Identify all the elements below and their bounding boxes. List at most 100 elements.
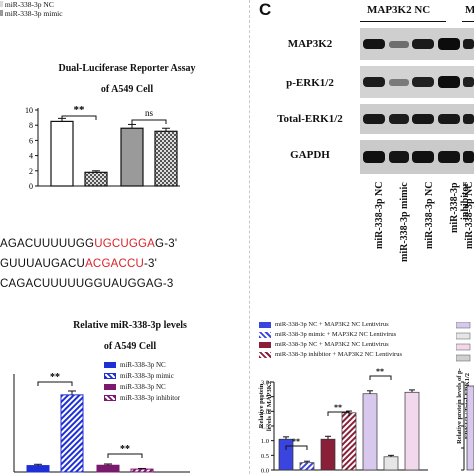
mir-title-2: of A549 Cell bbox=[103, 341, 157, 352]
mir-chart: ** ** bbox=[13, 372, 190, 473]
bar bbox=[96, 464, 120, 473]
bar bbox=[154, 130, 178, 187]
blot-band bbox=[363, 39, 385, 49]
blot-band bbox=[389, 41, 409, 48]
protein-legend-cut bbox=[456, 322, 471, 362]
bar bbox=[320, 438, 336, 471]
y-tick-label: 2.5 bbox=[261, 394, 269, 401]
sequence-part: -3' bbox=[143, 258, 157, 270]
protein-legend-item: miR-338-3p mimic + MAP3K2 NC Lentivirus bbox=[259, 330, 402, 340]
y-tick-label: 0.0 bbox=[261, 468, 269, 474]
protein-chart: 0.0 0.5 1.0 1.5 2.0 2.5 3.0 ** ** ** bbox=[261, 367, 474, 474]
mir-legend: miR-338-3p NC miR-338-3p mimic miR-338-3… bbox=[104, 360, 180, 404]
y-tick-label: 2.0 bbox=[261, 409, 269, 416]
legend-swatch bbox=[259, 331, 271, 338]
mir-legend-item: miR-338-3p NC bbox=[104, 382, 180, 393]
luciferase-title-2: of A549 Cell bbox=[100, 84, 154, 95]
legend-text: miR-338-3p mimic + MAP3K2 NC Lentivirus bbox=[275, 331, 397, 338]
legend-text: miR-338-3p mimic bbox=[4, 9, 63, 18]
legend-text: miR-338-3p inhibitor bbox=[120, 394, 181, 402]
legend-swatch bbox=[456, 322, 471, 329]
legend-swatch bbox=[456, 332, 471, 340]
panel-divider bbox=[249, 0, 250, 474]
y-tick-label: 1.0 bbox=[261, 438, 269, 445]
sequence-seed: UGCUGGA bbox=[94, 238, 156, 250]
lane-label: miR-338-3p NC bbox=[374, 182, 385, 250]
legend-swatch bbox=[456, 343, 471, 351]
sig-bracket bbox=[285, 445, 308, 450]
bar bbox=[120, 127, 144, 187]
luciferase-title-1: Dual-Luciferase Reporter Assay bbox=[58, 63, 196, 74]
sig-label: ns bbox=[145, 108, 154, 118]
lane-label: miR-338-3p NC bbox=[424, 182, 435, 250]
mir-legend-item: miR-338-3p inhibitor bbox=[104, 393, 180, 404]
legend-swatch bbox=[0, 1, 3, 7]
legend-text: miR-338-3p mimic bbox=[120, 372, 174, 380]
blot-band bbox=[389, 79, 409, 86]
lane-label: miR-338-3p NC bbox=[464, 182, 474, 250]
legend-swatch bbox=[259, 341, 271, 348]
sig-label: ** bbox=[120, 444, 130, 455]
blot-band bbox=[438, 151, 460, 163]
sequence-line: CAGACUUUUUGGUAUGGAG-3 bbox=[0, 278, 177, 298]
blot-band bbox=[412, 39, 434, 49]
blot-band bbox=[438, 114, 460, 124]
sequence-part: G-3' bbox=[155, 238, 178, 250]
protein-legend: miR-338-3p NC + MAP3K2 NC Lentivirus miR… bbox=[259, 320, 402, 360]
sig-bracket bbox=[37, 381, 73, 386]
sig-bracket bbox=[107, 453, 143, 458]
legend-text: miR-338-3p NC bbox=[4, 0, 54, 9]
legend-text: miR-338-3p NC + MAP3K2 NC Lentivirus bbox=[275, 321, 389, 328]
bar bbox=[26, 465, 50, 473]
sig-label: ** bbox=[74, 104, 86, 116]
sig-bracket bbox=[131, 119, 167, 124]
protein-legend-item: miR-338-3p NC + MAP3K2 NC Lentivirus bbox=[259, 340, 402, 350]
blot-band bbox=[412, 151, 434, 163]
y-tick-label: 6 bbox=[29, 136, 33, 145]
blot-band bbox=[438, 38, 460, 50]
western-blot bbox=[360, 28, 474, 174]
y-tick-label: 4 bbox=[29, 152, 33, 161]
blot-band bbox=[438, 76, 460, 88]
blot-band bbox=[463, 77, 474, 87]
legend-swatch bbox=[0, 10, 3, 16]
blot-band bbox=[412, 114, 434, 124]
blot-band bbox=[363, 77, 385, 87]
legend-swatch bbox=[259, 351, 271, 358]
blot-row-label: MAP3K2 bbox=[287, 38, 333, 50]
sig-bracket bbox=[369, 375, 392, 380]
sequence-part: AGACUUUUUGG bbox=[0, 238, 95, 250]
y-tick-label: 3.0 bbox=[261, 380, 269, 387]
blot-header: MAP3K2 NC bbox=[367, 4, 431, 16]
blot-header-underline bbox=[462, 21, 474, 22]
blot-band bbox=[363, 151, 385, 163]
sequence-part: GUUUAUGACU bbox=[0, 258, 86, 270]
lane-label: miR-338-3p mimic bbox=[399, 182, 410, 262]
blot-band bbox=[463, 39, 474, 49]
sig-label: ** bbox=[334, 403, 342, 412]
blot-band bbox=[463, 114, 474, 124]
legend-swatch bbox=[259, 321, 271, 328]
sequence-line: GUUUAUGACUACGACCU-3' bbox=[0, 258, 177, 278]
legend-swatch bbox=[104, 395, 116, 402]
bar bbox=[341, 412, 357, 471]
legend-swatch bbox=[456, 354, 471, 362]
bar bbox=[466, 385, 474, 471]
bar bbox=[50, 120, 74, 187]
bar bbox=[278, 438, 294, 471]
y-tick-label: 8 bbox=[29, 121, 33, 130]
blot-band bbox=[412, 77, 434, 87]
legend-text: miR-338-3p inhibitor + MAP3K2 NC Lentivi… bbox=[275, 351, 402, 358]
sequence-seed: ACGACCU bbox=[85, 258, 144, 270]
blot-band bbox=[463, 151, 474, 163]
blot-band bbox=[389, 151, 409, 163]
top-legend: miR-338-3p NC miR-338-3p mimic bbox=[0, 0, 63, 18]
panel-letter-c: C bbox=[259, 0, 272, 19]
blot-row-label: GAPDH bbox=[290, 149, 330, 161]
bar bbox=[383, 456, 399, 471]
sig-label: ** bbox=[376, 367, 384, 376]
mir-legend-item: miR-338-3p mimic bbox=[104, 371, 180, 382]
legend-swatch bbox=[104, 384, 116, 391]
protein-legend-item: miR-338-3p NC + MAP3K2 NC Lentivirus bbox=[259, 320, 402, 330]
bar bbox=[60, 394, 84, 473]
